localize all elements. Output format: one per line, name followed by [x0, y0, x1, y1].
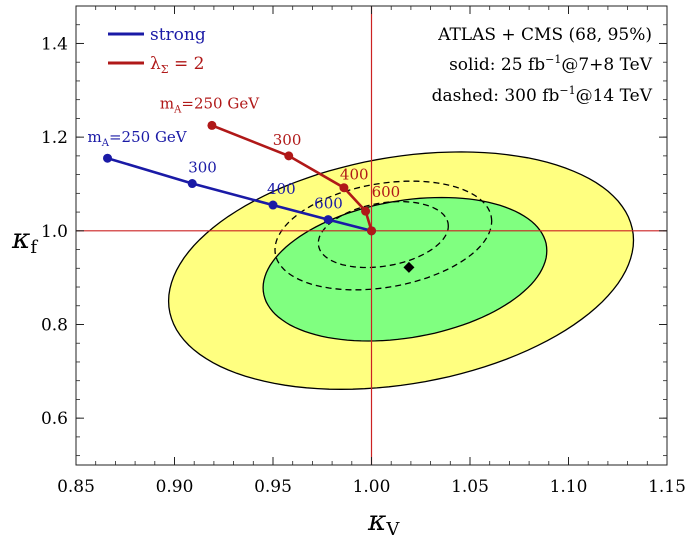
annotation-line-2-b: @7+8 TeV: [561, 55, 652, 75]
x-tick-label-0: 0.85: [57, 477, 95, 497]
y-tick-label-4: 1.4: [41, 34, 68, 54]
axes: 0.85 0.90 0.95 1.00 1.05 1.10 1.15 0.6 0.8 1.0 1.2…: [41, 6, 686, 497]
contour-dashed-3: [317, 200, 449, 269]
y-axis-label-main: κ: [11, 222, 30, 255]
annotation-line-3-a: dashed: 300 fb: [432, 86, 560, 106]
y-tick-label-3: 1.2: [41, 128, 68, 148]
annotation-line-2-a: solid: 25 fb: [449, 55, 545, 75]
y-tick-label-0: 0.6: [41, 409, 68, 429]
x-axis-label: κV: [367, 504, 400, 540]
series-1-point-4: [367, 226, 376, 236]
x-axis-label-sub: V: [385, 519, 400, 540]
series-1-point-label-0: mA=250 GeV: [160, 94, 260, 115]
annotation: ATLAS + CMS (68, 95%) solid: 25 fb−1@7+8…: [432, 25, 653, 106]
legend-lambda-main: λ: [150, 54, 161, 74]
series-1-point-2: [339, 183, 349, 193]
contour-dashed-2: [274, 180, 493, 291]
x-tick-label-3: 1.00: [353, 477, 391, 497]
series-0-point-1: [187, 179, 197, 189]
legend-lambda-label: λΣ = 2: [150, 54, 204, 76]
series-0-point-label-2: 400: [267, 180, 296, 198]
best-fit-marker: [403, 261, 415, 273]
annotation-line-3-sup: −1: [559, 84, 575, 97]
annotation-line-1: ATLAS + CMS (68, 95%): [437, 25, 652, 45]
series-0-point-label-0: mA=250 GeV: [88, 128, 188, 149]
series-1-point-label-2: 400: [340, 166, 369, 184]
legend: strong λΣ = 2: [108, 25, 206, 76]
best-fit-layer: [403, 261, 415, 273]
annotation-line-3-b: @14 TeV: [576, 86, 653, 106]
x-tick-label-2: 0.95: [254, 477, 292, 497]
series-1-point-label-1: 300: [273, 131, 302, 149]
x-axis-label-main: κ: [367, 504, 386, 537]
annotation-line-2: solid: 25 fb−1@7+8 TeV: [449, 53, 653, 75]
annotation-line-2-sup: −1: [545, 53, 561, 66]
y-tick-label-2: 1.0: [41, 222, 68, 242]
x-tick-label-5: 1.10: [550, 477, 588, 497]
y-axis-label-sub: f: [30, 237, 38, 258]
y-tick-label-1: 0.8: [41, 315, 68, 335]
annotation-line-3: dashed: 300 fb−1@14 TeV: [432, 84, 653, 106]
x-tick-label-6: 1.15: [648, 477, 686, 497]
series-0-point-0: [103, 153, 113, 163]
series-1-point-label-3: 600: [372, 183, 401, 201]
contour-layer: [167, 151, 635, 390]
series-1-point-0: [207, 120, 217, 130]
contour-solid-1: [262, 196, 548, 342]
legend-strong-label: strong: [150, 25, 206, 45]
x-tick-label-4: 1.05: [451, 477, 489, 497]
legend-lambda-rest: = 2: [169, 54, 205, 74]
series-1-point-3: [361, 206, 371, 216]
series-1-point-1: [284, 151, 294, 161]
y-axis-label: κf: [11, 222, 38, 258]
x-tick-label-1: 0.90: [156, 477, 194, 497]
series-0-point-2: [268, 200, 278, 210]
legend-lambda-sub: Σ: [161, 63, 169, 76]
series-0-point-label-3: 600: [314, 195, 343, 213]
series-0-point-label-1: 300: [188, 159, 217, 177]
series-0-point-3: [323, 215, 333, 225]
